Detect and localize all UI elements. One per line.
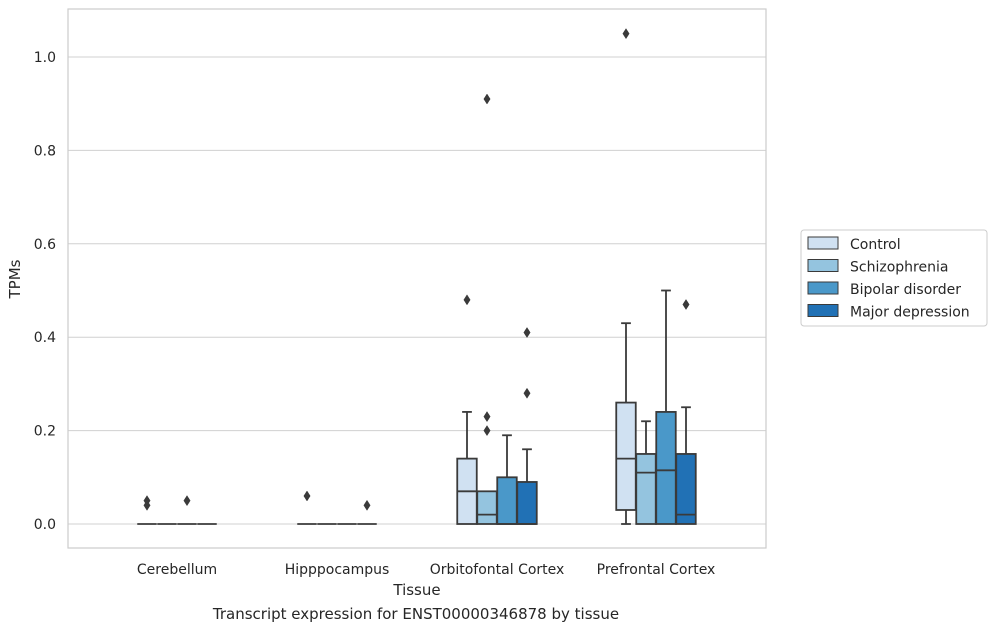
outlier-marker — [483, 425, 491, 437]
box-group — [675, 406, 697, 525]
box-iqr — [496, 476, 518, 525]
legend-item: Bipolar disorder — [807, 281, 961, 298]
y-tick-labels: 0.0 0.2 0.4 0.6 0.8 1.0 — [34, 50, 56, 533]
legend-item: Control — [807, 236, 901, 253]
outlier-marker — [363, 499, 371, 511]
x-tick-label: Hipppocampus — [285, 562, 390, 578]
y-tick-label: 1.0 — [34, 50, 56, 66]
legend-frame — [800, 229, 988, 327]
outliers — [143, 28, 690, 511]
box-group — [655, 289, 677, 525]
box-group — [635, 420, 657, 525]
outlier-marker — [483, 93, 491, 105]
y-tick-label: 0.4 — [34, 330, 56, 346]
plot-frame — [67, 8, 767, 549]
box-iqr — [516, 481, 538, 525]
outlier-marker — [523, 387, 531, 399]
legend-swatch — [807, 304, 839, 317]
y-tick-label: 0.0 — [34, 517, 56, 533]
box-iqr — [635, 453, 657, 525]
box-group — [516, 448, 538, 525]
box-group — [476, 490, 498, 525]
outlier-marker — [143, 495, 151, 507]
outlier-marker — [622, 28, 630, 40]
box-iqr — [675, 453, 697, 525]
box-group — [456, 411, 478, 525]
legend-item: Major depression — [807, 304, 970, 321]
y-tick-label: 0.2 — [34, 424, 56, 440]
legend-label: Bipolar disorder — [850, 282, 961, 298]
box-iqr — [655, 411, 677, 525]
outlier-marker — [463, 294, 471, 306]
y-tick-label: 0.6 — [34, 237, 56, 253]
legend-label: Schizophrenia — [850, 260, 948, 276]
legend-items: Control Schizophrenia Bipolar disorder Majo… — [807, 236, 970, 321]
x-tick-label: Orbitofontal Cortex — [430, 562, 565, 578]
y-axis-label: TPMs — [6, 259, 24, 299]
outlier-marker — [682, 299, 690, 310]
box-group — [496, 434, 518, 525]
x-tick-labels: Cerebellum Hipppocampus Orbitofontal Corte… — [137, 562, 715, 578]
outlier-marker — [303, 490, 311, 502]
outlier-marker — [183, 495, 191, 507]
x-tick-label: Cerebellum — [137, 562, 217, 578]
chart-caption: Transcript expression for ENST0000034687… — [212, 605, 620, 623]
box-iqr — [476, 490, 498, 525]
legend-swatch — [807, 259, 839, 272]
legend-item: Schizophrenia — [807, 259, 948, 276]
box-iqr — [615, 401, 637, 511]
box-group — [615, 322, 637, 525]
legend-swatch — [807, 236, 839, 250]
boxes — [137, 289, 697, 525]
legend-label: Major depression — [850, 305, 970, 321]
outlier-marker — [483, 411, 491, 423]
outlier-marker — [523, 327, 531, 338]
x-tick-label: Prefrontal Cortex — [597, 562, 716, 578]
x-axis-label: Tissue — [392, 581, 440, 599]
legend-swatch — [807, 281, 839, 295]
y-tick-label: 0.8 — [34, 143, 56, 159]
legend: Control Schizophrenia Bipolar disorder Majo… — [800, 229, 988, 327]
legend-label: Control — [850, 237, 901, 253]
